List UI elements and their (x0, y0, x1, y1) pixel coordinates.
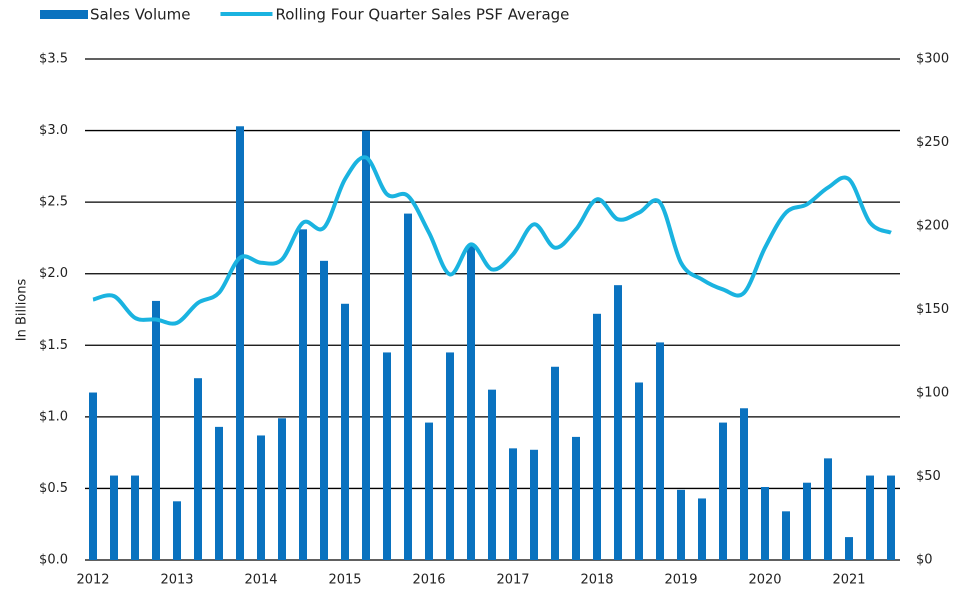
y2-tick-label: $50 (916, 469, 941, 484)
x-tick-label: 2014 (244, 573, 277, 588)
y-tick-label: $1.0 (39, 409, 68, 424)
legend-label: Sales Volume (90, 6, 190, 24)
bar (782, 511, 790, 560)
bar (110, 475, 118, 560)
bar (530, 449, 538, 560)
bar (89, 392, 97, 560)
bar (467, 245, 475, 561)
x-tick-label: 2018 (580, 573, 613, 588)
bar (824, 458, 832, 560)
bar (803, 482, 811, 560)
legend-swatch (40, 10, 88, 19)
bar (257, 435, 265, 560)
y-tick-label: $3.0 (39, 123, 68, 138)
bar (593, 313, 601, 560)
x-tick-label: 2021 (832, 573, 865, 588)
legend-label: Rolling Four Quarter Sales PSF Average (275, 6, 569, 24)
bar (362, 130, 370, 561)
bar (845, 537, 853, 560)
bar (236, 126, 244, 560)
bar (551, 366, 559, 560)
bar (656, 342, 664, 560)
x-tick-label: 2019 (664, 573, 697, 588)
y-tick-label: $1.5 (39, 338, 68, 353)
bar (131, 475, 139, 560)
y-axis-label: In Billions (15, 279, 30, 342)
x-tick-label: 2020 (748, 573, 781, 588)
y-tick-label: $2.0 (39, 266, 68, 281)
bar (488, 389, 496, 560)
x-tick-label: 2012 (76, 573, 109, 588)
bar (404, 213, 412, 560)
x-tick-label: 2013 (160, 573, 193, 588)
bar (698, 498, 706, 560)
y-tick-label: $0.5 (39, 481, 68, 496)
bar (614, 285, 622, 560)
bar (173, 501, 181, 560)
bar (341, 303, 349, 560)
bar (194, 378, 202, 560)
x-tick-label: 2016 (412, 573, 445, 588)
x-tick-label: 2015 (328, 573, 361, 588)
y2-tick-label: $0 (916, 553, 933, 568)
y-tick-label: $2.5 (39, 195, 68, 210)
bar (677, 489, 685, 560)
y-tick-label: $0.0 (39, 553, 68, 568)
y2-tick-label: $200 (916, 219, 949, 234)
y2-tick-label: $250 (916, 135, 949, 150)
bar (299, 229, 307, 560)
line (92, 155, 892, 326)
bar (635, 382, 643, 560)
bar (509, 448, 517, 560)
bar (278, 418, 286, 560)
bar (383, 352, 391, 560)
bar (572, 436, 580, 560)
y2-tick-label: $150 (916, 302, 949, 317)
bar (866, 475, 874, 560)
y2-tick-label: $100 (916, 386, 949, 401)
bar (320, 260, 328, 560)
bar (719, 422, 727, 560)
bar (740, 408, 748, 560)
bar (887, 475, 895, 560)
bar (152, 300, 160, 560)
y2-tick-label: $300 (916, 52, 949, 67)
bar (446, 352, 454, 560)
bar (425, 422, 433, 560)
y-tick-label: $3.5 (39, 52, 68, 67)
bar (761, 486, 769, 560)
bar (215, 426, 223, 560)
x-tick-label: 2017 (496, 573, 529, 588)
